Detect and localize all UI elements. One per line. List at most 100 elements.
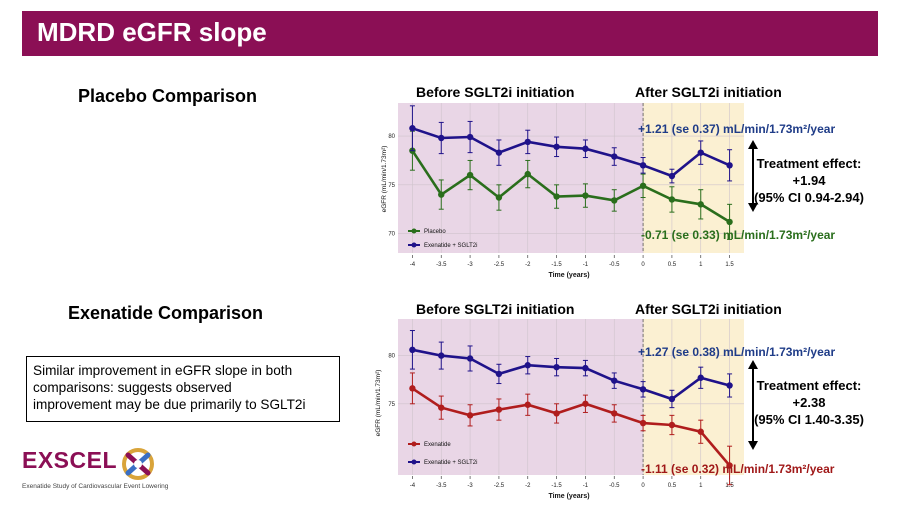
data-point	[639, 182, 647, 190]
data-point	[668, 395, 676, 403]
placebo-comparison-chart: Before SGLT2i initiation After SGLT2i ini…	[381, 84, 864, 279]
series-line-1	[412, 348, 730, 401]
data-point	[639, 419, 647, 427]
x-tick-label: 0.5	[668, 262, 677, 268]
x-tick-label: 0	[641, 262, 645, 268]
data-point	[466, 412, 474, 419]
arrow-head-down	[748, 441, 758, 450]
page-title: MDRD eGFR slope	[37, 17, 267, 47]
data-point	[553, 193, 560, 200]
y-tick-label: 70	[388, 232, 395, 238]
treatment-effect-value: +2.38	[793, 395, 826, 410]
data-point	[726, 218, 733, 226]
region-label-after: After SGLT2i initiation	[635, 301, 782, 317]
data-point	[438, 134, 445, 142]
x-tick-label: -0.5	[609, 483, 620, 489]
exenatide-comparison-chart: Before SGLT2i initiation After SGLT2i ini…	[375, 301, 864, 500]
x-tick-label: -3	[467, 483, 473, 489]
data-point	[466, 355, 474, 362]
x-tick-label: -2	[525, 262, 531, 268]
y-axis-label: eGFR (mL/min/1.73m²)	[375, 370, 382, 437]
data-point	[697, 428, 704, 435]
series-line-1	[411, 127, 731, 178]
data-point	[409, 385, 416, 392]
before-region	[398, 103, 644, 253]
y-tick-label: 80	[388, 354, 395, 360]
region-label-before: Before SGLT2i initiation	[416, 84, 574, 100]
y-axis-label: eGFR (mL/min/1.73m²)	[381, 146, 388, 213]
treatment-effect-ci: (95% CI 1.40-3.35)	[754, 412, 864, 427]
y-tick-label: 75	[388, 183, 395, 189]
x-tick-label: -4	[410, 262, 416, 268]
x-tick-label: -2	[525, 483, 531, 489]
arrow-head-up	[748, 140, 758, 149]
data-point	[553, 410, 560, 417]
data-point	[697, 374, 704, 381]
x-tick-label: -3	[467, 262, 473, 268]
slope-annotation-upper: +1.27 (se 0.38) mL/min/1.73m²/year	[638, 345, 835, 359]
data-point	[438, 191, 445, 198]
data-point	[438, 352, 445, 359]
legend-label: Exenatide	[424, 442, 451, 448]
x-axis-label: Time (years)	[548, 493, 589, 500]
legend-label: Exenatide + SGLT2i	[424, 460, 477, 466]
legend-label: Exenatide + SGLT2i	[424, 243, 477, 249]
arrow-head-up	[748, 360, 758, 369]
data-point	[524, 362, 531, 369]
x-tick-label: -1	[583, 483, 589, 489]
x-axis-label: Time (years)	[548, 272, 589, 279]
series-line-0	[411, 149, 731, 224]
callout-line-2: comparisons: suggests observed	[33, 380, 232, 395]
x-tick-label: 1.5	[725, 262, 734, 268]
data-point	[582, 400, 589, 407]
region-label-before: Before SGLT2i initiation	[416, 301, 574, 317]
legend-swatch-dot	[411, 228, 417, 234]
data-point	[639, 386, 647, 393]
data-point	[726, 162, 733, 169]
callout-line-3: improvement may be due primarily to SGLT…	[33, 397, 306, 412]
data-point	[495, 406, 503, 413]
x-tick-label: -4	[410, 483, 416, 489]
x-tick-label: -0.5	[609, 262, 620, 268]
data-point	[524, 401, 531, 408]
data-point	[553, 363, 560, 371]
data-point	[697, 149, 704, 156]
slope-annotation-upper: +1.21 (se 0.37) mL/min/1.73m²/year	[638, 122, 835, 136]
logo-subtitle: Exenatide Study of Cardiovascular Event …	[22, 483, 169, 490]
x-tick-label: 0.5	[668, 483, 677, 489]
data-point	[495, 194, 503, 201]
data-point	[582, 364, 589, 372]
section-title-exenatide: Exenatide Comparison	[68, 303, 264, 323]
callout-box: Similar improvement in eGFR slope in bot…	[26, 356, 340, 422]
data-point	[582, 145, 589, 152]
data-point	[524, 170, 531, 178]
data-point	[466, 133, 474, 141]
data-point	[611, 197, 618, 204]
slope-annotation-lower: -1.11 (se 0.32) mL/min/1.73m²/year	[641, 462, 835, 476]
data-point	[495, 370, 503, 378]
y-tick-label: 80	[388, 134, 395, 140]
data-point	[495, 149, 503, 156]
y-tick-label: 75	[388, 402, 395, 408]
x-tick-label: -1	[583, 262, 589, 268]
arrow-head-down	[748, 203, 758, 212]
data-point	[524, 138, 531, 146]
title-bar: MDRD eGFR slope	[22, 11, 878, 56]
data-point	[438, 404, 445, 411]
data-point	[409, 125, 416, 132]
before-region	[398, 319, 644, 475]
x-tick-label: 1.5	[725, 483, 734, 489]
data-point	[668, 196, 676, 203]
data-point	[726, 462, 733, 469]
treatment-effect-label: Treatment effect:	[757, 378, 862, 393]
series-line-0	[411, 387, 731, 467]
data-point	[611, 153, 618, 160]
data-point	[582, 192, 589, 199]
data-point	[726, 382, 733, 389]
legend-swatch-dot	[411, 459, 417, 465]
x-tick-label: -1.5	[551, 483, 562, 489]
x-tick-label: 1	[699, 483, 703, 489]
legend-swatch-dot	[411, 242, 417, 248]
legend-swatch-dot	[411, 441, 417, 447]
legend-label: Placebo	[424, 229, 446, 235]
